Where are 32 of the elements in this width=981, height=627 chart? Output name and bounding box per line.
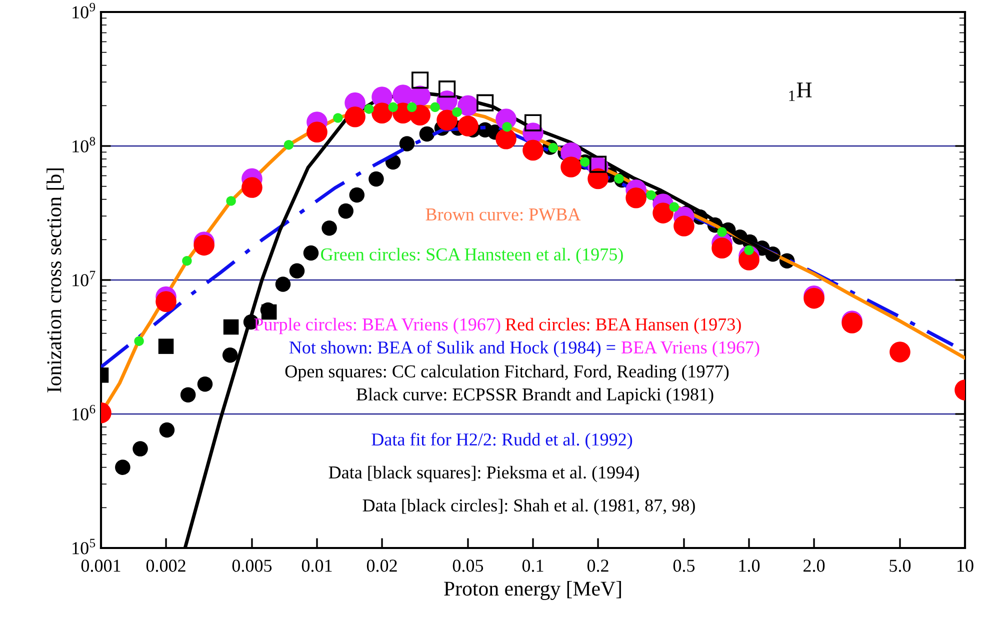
x-tick-label: 5.0: [890, 560, 911, 572]
x-tick-label: 0.02: [366, 560, 397, 572]
x-tick-label: 0.2: [587, 560, 608, 572]
y-tick-label: 10$^{7}$: [72, 270, 96, 286]
y-tick-label: 10$^{5}$: [72, 538, 96, 554]
x-tick-label: 0.002: [146, 560, 186, 572]
annotation: Data [black circles]: Shah et al. (1981, 87, 98): [362, 498, 695, 516]
x-tick-label: 2.0: [804, 560, 825, 572]
y-tick-label: 10$^{6}$: [72, 404, 96, 420]
annotation: Black curve: ECPSSR Brandt and Lapicki (1981): [356, 388, 714, 404]
x-tick-label: 1.0: [739, 560, 760, 572]
x-tick-label: 0.001: [81, 560, 120, 572]
annotation: Data fit for H2/2: Rudd et al. (1992): [372, 432, 632, 450]
x-tick-label: 0.005: [232, 560, 272, 572]
y-axis-title: Ionization cross section [b]: [46, 168, 64, 392]
annotation: $_{1}$H: [789, 82, 812, 101]
annotation: Data [black squares]: Pieksma et al. (1994): [328, 466, 639, 482]
annotation: BEA Vriens (1967): [622, 340, 760, 358]
x-tick-label: 0.01: [302, 560, 332, 572]
x-tick-label: 0.5: [673, 560, 695, 572]
annotation: Purple circles: BEA Vriens (1967): [254, 318, 500, 334]
x-tick-label: 10: [958, 560, 974, 572]
annotation: Red circles: BEA Hansen (1973): [506, 318, 741, 334]
y-tick-label: 10$^{8}$: [72, 136, 96, 152]
annotation: Green circles: SCA Hansteen et al. (1975): [321, 248, 623, 264]
annotation: Brown curve: PWBA: [426, 208, 581, 221]
x-tick-label: 0.1: [522, 560, 544, 572]
y-tick-label: 10$^{9}$: [72, 2, 96, 18]
annotation: Not shown: BEA of Sulik and Hock (1984) =: [289, 340, 616, 358]
x-axis-title: Proton energy [MeV]: [444, 581, 621, 600]
annotation: Open squares: CC calculation Fitchard, Ford, Reading (1977): [285, 364, 729, 382]
x-tick-label: 0.05: [452, 560, 484, 572]
